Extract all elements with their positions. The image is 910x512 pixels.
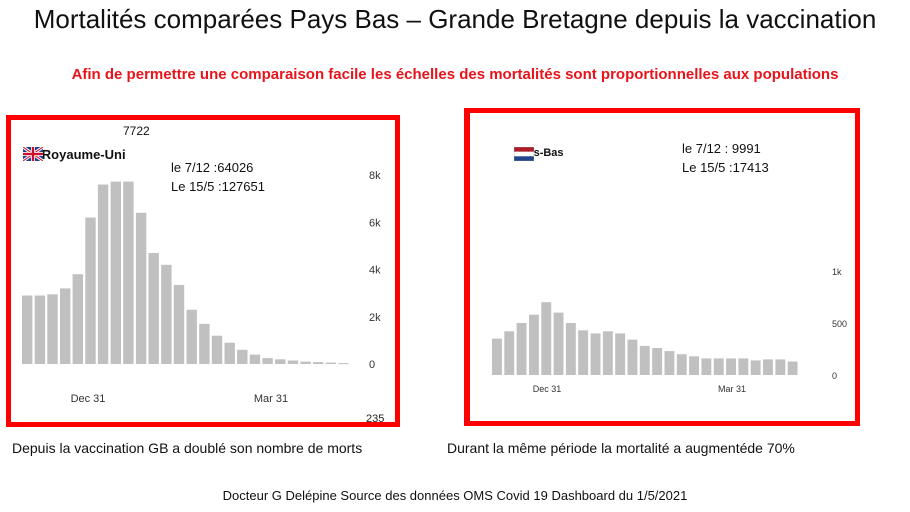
uk-bar bbox=[173, 284, 185, 364]
nl-bar bbox=[713, 358, 724, 375]
uk-bar bbox=[325, 362, 337, 364]
uk-x-tick: Dec 31 bbox=[71, 393, 106, 405]
nl-bar bbox=[541, 302, 552, 375]
page-subtitle: Afin de permettre une comparaison facile… bbox=[71, 66, 839, 83]
uk-bar bbox=[135, 212, 147, 364]
nl-bar bbox=[775, 359, 786, 375]
uk-bar bbox=[287, 360, 299, 364]
uk-y-tick: 8k bbox=[369, 170, 381, 182]
page-title: Mortalités comparées Pays Bas – Grande B… bbox=[33, 4, 877, 34]
nl-bar bbox=[726, 358, 736, 375]
nl-bar bbox=[504, 331, 515, 375]
uk-bar bbox=[47, 294, 58, 364]
nl-caption: Durant la même période la mortalité a au… bbox=[447, 440, 795, 456]
uk-y-tick: 6k bbox=[369, 217, 381, 229]
uk-y-tick: 4k bbox=[369, 265, 381, 277]
nl-y-tick: 500 bbox=[832, 319, 847, 329]
uk-bar-chart: 8k 6k 4k 2k 0 Dec 31 Mar 31 bbox=[22, 170, 381, 405]
nl-bar bbox=[639, 345, 650, 375]
nl-bar bbox=[787, 361, 798, 375]
uk-bar bbox=[161, 264, 172, 364]
uk-notes: le 7/12 :64026 Le 15/5 :127651 bbox=[171, 158, 265, 196]
uk-chart-panel: 8k 6k 4k 2k 0 Dec 31 Mar 31 7722 Le Royaume-Un… bbox=[6, 115, 400, 427]
footer-source: Docteur G Delépine Source des données OM… bbox=[222, 488, 688, 503]
uk-bar bbox=[249, 354, 261, 364]
uk-bar bbox=[211, 335, 223, 364]
nl-x-tick: Mar 31 bbox=[718, 384, 746, 394]
nl-bar bbox=[738, 358, 749, 375]
uk-bar bbox=[34, 295, 46, 364]
uk-flag-icon bbox=[23, 147, 43, 161]
uk-bar bbox=[60, 288, 71, 364]
nl-bar bbox=[664, 351, 675, 375]
nl-flag-icon bbox=[514, 147, 534, 161]
nl-bar bbox=[492, 338, 502, 375]
nl-notes: le 7/12 : 9991 Le 15/5 :17413 bbox=[682, 139, 769, 177]
uk-y-tick: 2k bbox=[369, 312, 381, 324]
nl-bar bbox=[529, 314, 539, 375]
nl-bar-chart: 1k 500 0 Dec 31 Mar 31 bbox=[492, 267, 847, 394]
nl-bar bbox=[627, 339, 638, 375]
nl-bar bbox=[750, 360, 761, 375]
nl-bar bbox=[689, 356, 699, 375]
uk-bar bbox=[123, 181, 134, 364]
uk-note-1: le 7/12 :64026 bbox=[171, 160, 254, 175]
uk-bar bbox=[338, 363, 349, 365]
uk-bar bbox=[199, 323, 210, 364]
uk-bar bbox=[110, 181, 121, 364]
uk-bar bbox=[300, 361, 311, 364]
nl-bar bbox=[602, 331, 613, 375]
nl-bar bbox=[553, 312, 564, 375]
uk-bar bbox=[97, 184, 109, 364]
nl-bar bbox=[565, 323, 576, 375]
nl-bar bbox=[590, 333, 601, 375]
nl-legend: Pays-Bas bbox=[514, 147, 564, 161]
uk-x-tick: Mar 31 bbox=[254, 393, 288, 405]
uk-bar bbox=[224, 342, 235, 364]
nl-y-tick: 0 bbox=[832, 371, 837, 381]
uk-bar bbox=[72, 274, 83, 364]
uk-bar bbox=[275, 359, 286, 364]
uk-legend: Le Royaume-Uni bbox=[23, 147, 126, 162]
uk-bar bbox=[148, 253, 159, 364]
nl-y-tick: 1k bbox=[832, 267, 842, 277]
nl-bar bbox=[615, 333, 626, 375]
nl-bar bbox=[578, 330, 589, 375]
nl-bar bbox=[763, 359, 773, 375]
uk-bar bbox=[22, 295, 33, 364]
nl-bar bbox=[516, 323, 527, 375]
nl-note-2: Le 15/5 :17413 bbox=[682, 160, 769, 175]
uk-legend-label: Le Royaume-Uni bbox=[23, 147, 126, 162]
uk-bar bbox=[186, 309, 197, 364]
uk-cut-label: 235 bbox=[366, 414, 385, 422]
uk-peak-label: 7722 bbox=[123, 124, 150, 138]
nl-x-tick: Dec 31 bbox=[533, 384, 562, 394]
uk-bar bbox=[237, 349, 248, 364]
uk-caption: Depuis la vaccination GB a doublé son no… bbox=[12, 440, 363, 456]
uk-bar bbox=[313, 362, 324, 364]
nl-bar bbox=[652, 348, 663, 375]
nl-chart-panel: 1k 500 0 Dec 31 Mar 31 Pays-Bas le 7/12 : 99… bbox=[464, 108, 860, 426]
nl-bar bbox=[701, 358, 712, 375]
uk-note-2: Le 15/5 :127651 bbox=[171, 179, 265, 194]
nl-note-1: le 7/12 : 9991 bbox=[682, 141, 761, 156]
uk-bar bbox=[85, 217, 96, 364]
nl-bar bbox=[676, 354, 687, 375]
uk-y-tick: 0 bbox=[369, 359, 375, 371]
uk-bar bbox=[262, 358, 273, 364]
